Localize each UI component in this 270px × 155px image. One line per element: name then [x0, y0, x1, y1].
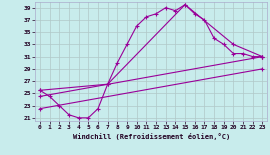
- X-axis label: Windchill (Refroidissement éolien,°C): Windchill (Refroidissement éolien,°C): [73, 133, 230, 140]
